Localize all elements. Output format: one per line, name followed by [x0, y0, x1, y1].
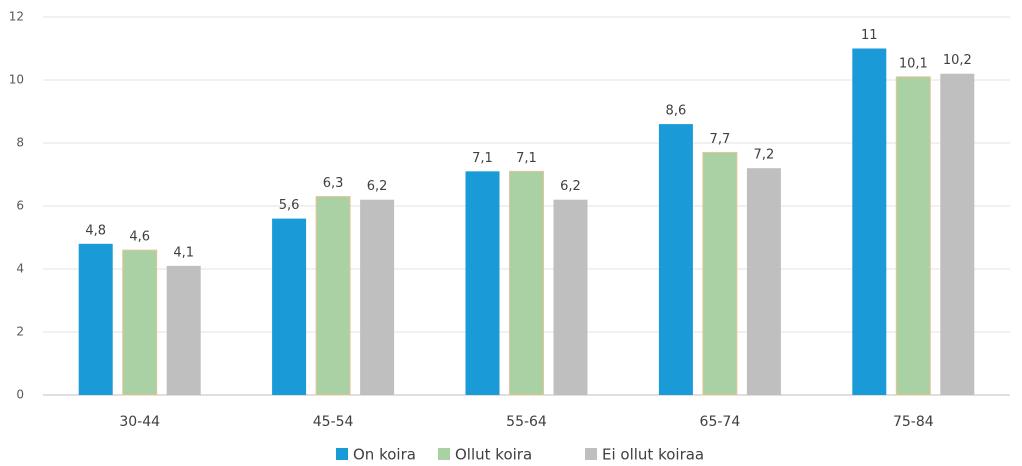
y-tick-label: 8	[16, 136, 24, 150]
y-tick-label: 10	[9, 73, 24, 87]
x-tick-label: 45-54	[313, 414, 354, 430]
data-label: 10,2	[943, 53, 972, 68]
data-label: 7,1	[472, 151, 493, 166]
data-label: 7,2	[754, 148, 775, 163]
x-tick-label: 75-84	[893, 414, 934, 430]
bar	[658, 124, 693, 395]
bar	[122, 249, 158, 396]
bar	[852, 48, 887, 395]
data-label: 4,8	[85, 223, 106, 238]
data-label: 8,6	[666, 104, 687, 119]
data-label: 11	[861, 28, 878, 43]
bar	[78, 243, 113, 395]
data-label: 10,1	[899, 56, 928, 71]
y-tick-label: 4	[16, 262, 24, 276]
y-tick-label: 12	[9, 10, 24, 24]
x-tick-label: 30-44	[119, 414, 160, 430]
x-tick-label: 55-64	[506, 414, 547, 430]
legend-label: Ollut koira	[455, 446, 532, 464]
bar	[166, 265, 201, 395]
y-tick-label: 2	[16, 325, 24, 339]
bar	[940, 73, 975, 395]
bar	[465, 171, 500, 395]
data-label: 7,7	[710, 132, 731, 147]
bar	[895, 76, 931, 396]
bar	[509, 170, 544, 396]
data-label: 4,6	[129, 230, 150, 245]
data-label: 7,1	[516, 151, 537, 166]
legend-swatch	[438, 448, 450, 460]
legend-swatch	[585, 448, 597, 460]
data-label: 4,1	[173, 245, 194, 260]
legend-label: On koira	[353, 446, 416, 464]
bar	[360, 199, 395, 395]
bar	[702, 151, 738, 396]
legend-label: Ei ollut koiraa	[602, 446, 704, 464]
data-label: 6,2	[560, 179, 581, 194]
legend-swatch	[336, 448, 348, 460]
x-tick-label: 65-74	[700, 414, 741, 430]
bar	[315, 196, 351, 396]
y-tick-label: 6	[16, 199, 24, 213]
data-label: 6,2	[367, 179, 388, 194]
bar	[746, 168, 781, 395]
bar	[553, 199, 588, 395]
y-tick-label: 0	[16, 388, 24, 402]
data-label: 5,6	[279, 198, 300, 213]
data-label: 6,3	[323, 176, 344, 191]
bar	[272, 218, 307, 395]
